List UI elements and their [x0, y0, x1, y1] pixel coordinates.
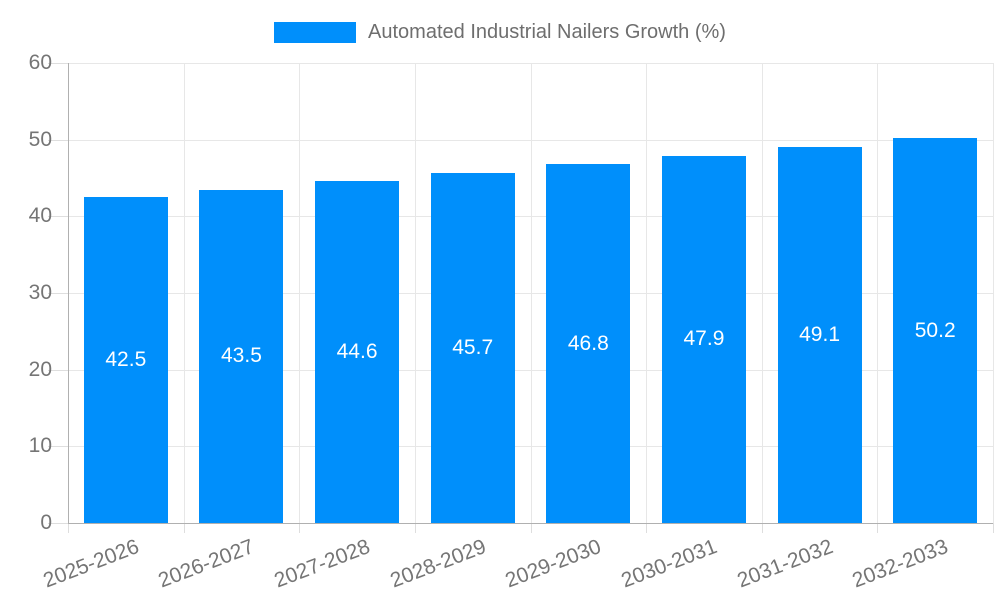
bar-2032-2033[interactable]	[893, 138, 978, 523]
v-gridline	[993, 63, 994, 523]
y-axis-label: 60	[28, 51, 52, 74]
v-gridline	[646, 63, 648, 523]
x-axis-tick	[414, 523, 416, 533]
x-axis-tick	[530, 523, 532, 533]
y-axis-tick	[48, 63, 68, 64]
y-axis-label: 30	[28, 281, 52, 304]
x-axis-tick	[646, 523, 648, 533]
y-axis-label: 20	[28, 357, 52, 381]
y-axis-tick	[48, 139, 68, 141]
y-axis-line	[68, 63, 69, 523]
x-axis-tick	[993, 523, 994, 533]
x-axis-label: 2030-2031	[618, 535, 721, 593]
legend-swatch	[274, 21, 357, 43]
y-axis-tick	[48, 523, 68, 524]
legend-label: Automated Industrial Nailers Growth (%)	[368, 21, 726, 43]
legend[interactable]: Automated Industrial Nailers Growth (%)	[0, 20, 1000, 44]
y-axis-label: 50	[28, 127, 52, 151]
x-axis-label: 2027-2028	[271, 535, 374, 593]
y-axis-tick	[48, 369, 68, 371]
x-axis-line	[68, 523, 993, 524]
x-axis-label: 2032-2033	[849, 535, 952, 593]
v-gridline	[877, 63, 879, 523]
x-axis-label: 2029-2030	[502, 535, 605, 593]
y-axis-label: 40	[28, 204, 52, 228]
v-gridline	[183, 63, 185, 523]
bar-2027-2028[interactable]	[315, 181, 400, 523]
y-axis-label: 0	[40, 511, 52, 534]
x-axis-label: 2031-2032	[733, 535, 836, 593]
x-axis-label: 2028-2029	[386, 535, 489, 593]
x-axis-label: 2026-2027	[155, 535, 258, 593]
x-axis-tick	[761, 523, 763, 533]
x-axis-tick	[183, 523, 185, 533]
x-axis-label: 2025-2026	[40, 535, 143, 593]
bar-2025-2026[interactable]	[83, 197, 168, 523]
bar-2029-2030[interactable]	[546, 164, 631, 523]
y-axis-tick	[48, 216, 68, 218]
y-axis-tick	[48, 446, 68, 448]
bar-2026-2027[interactable]	[199, 189, 284, 523]
x-axis-tick	[877, 523, 879, 533]
bar-2031-2032[interactable]	[777, 146, 862, 523]
x-axis-tick	[299, 523, 301, 533]
v-gridline	[414, 63, 416, 523]
bar-2030-2031[interactable]	[661, 155, 746, 523]
v-gridline	[299, 63, 301, 523]
y-axis-label: 10	[28, 434, 52, 458]
bar-2028-2029[interactable]	[430, 172, 515, 523]
v-gridline	[530, 63, 532, 523]
x-axis-tick	[68, 523, 69, 533]
v-gridline	[761, 63, 763, 523]
y-axis-tick	[48, 293, 68, 294]
